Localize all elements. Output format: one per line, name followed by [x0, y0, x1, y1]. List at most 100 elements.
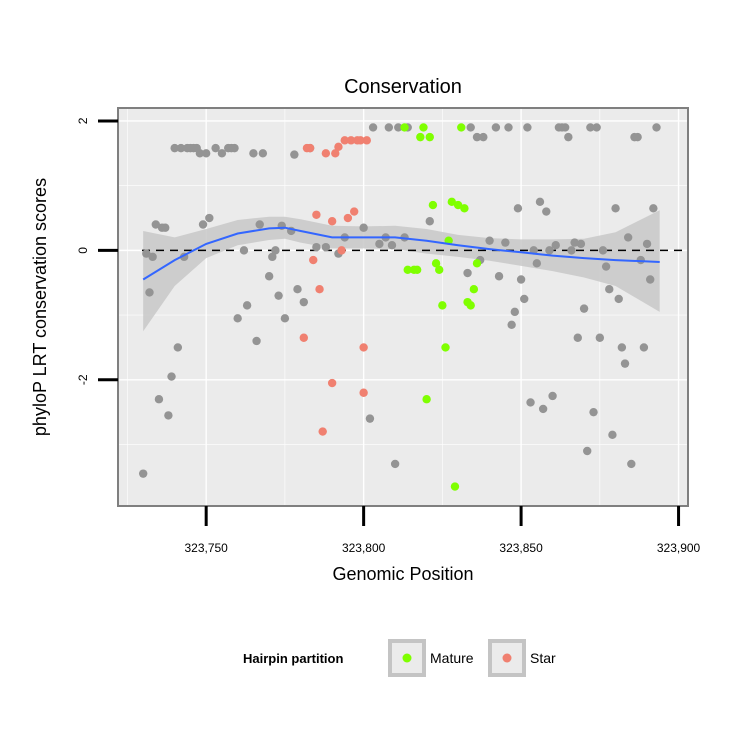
data-point-mature: [450, 482, 460, 491]
data-point-star: [359, 388, 368, 397]
data-point-other: [592, 123, 601, 132]
data-point-other: [230, 143, 239, 153]
plot-panel: [117, 107, 689, 507]
data-point-star: [312, 210, 321, 219]
data-point-mature: [466, 301, 475, 310]
data-point-other: [249, 149, 258, 158]
data-point-other: [573, 333, 582, 342]
confidence-band-layer: [143, 210, 660, 332]
data-point-mature: [400, 123, 409, 132]
data-point-other: [576, 239, 586, 249]
data-point-mature: [469, 285, 479, 294]
data-point-star: [331, 149, 340, 158]
data-point-other: [564, 132, 573, 142]
data-point-other: [504, 123, 513, 132]
data-point-other: [173, 343, 183, 352]
smooth-curve-layer: [142, 226, 660, 281]
y-tick-label: -2: [76, 374, 90, 385]
data-point-mature: [416, 132, 425, 142]
data-point-mature: [425, 132, 434, 142]
legend-label-star: Star: [530, 650, 556, 666]
data-point-other: [252, 336, 261, 346]
data-point-other: [472, 132, 482, 142]
data-point-other: [463, 268, 472, 278]
data-point-other: [570, 238, 579, 247]
data-point-star: [359, 343, 368, 352]
data-point-other: [611, 204, 620, 213]
data-point-mature: [428, 200, 438, 210]
data-point-other: [617, 343, 627, 352]
data-point-other: [201, 149, 211, 158]
data-point-other: [170, 143, 179, 153]
data-point-other: [239, 246, 249, 255]
data-point-other: [268, 252, 277, 262]
data-point-other: [608, 430, 617, 440]
data-point-other: [494, 272, 504, 281]
data-point-other: [274, 291, 283, 300]
data-point-other: [542, 207, 551, 216]
data-point-other: [255, 220, 264, 229]
data-point-mature: [412, 265, 422, 274]
legend: Hairpin partition Mature Star: [243, 639, 556, 677]
data-point-other: [526, 398, 535, 407]
data-point-other: [649, 204, 658, 213]
data-point-mature: [453, 200, 463, 210]
data-point-other: [614, 294, 623, 304]
data-point-other: [151, 220, 160, 229]
data-point-other: [535, 197, 545, 207]
data-point-mature: [472, 259, 482, 268]
series-star: [299, 136, 371, 436]
data-point-other: [532, 259, 542, 268]
x-axis-title: Genomic Position: [332, 564, 473, 584]
smooth-curve: [142, 226, 660, 281]
x-tick-label: 323,900: [657, 541, 701, 555]
data-point-other: [390, 459, 400, 469]
data-point-other: [510, 307, 519, 317]
data-point-other: [652, 123, 661, 132]
data-point-mature: [422, 395, 431, 404]
data-point-other: [375, 239, 384, 249]
data-point-other: [589, 407, 598, 417]
data-point-other: [148, 252, 157, 262]
data-point-mature: [431, 259, 441, 268]
y-tick-label: 0: [76, 247, 90, 254]
data-point-other: [205, 213, 214, 223]
data-point-other: [264, 272, 274, 281]
data-point-other: [359, 223, 368, 232]
data-point-other: [513, 204, 523, 213]
legend-entry-mature: Mature: [388, 639, 474, 677]
plot-panel-border: [117, 107, 689, 507]
data-point-other: [233, 314, 242, 323]
x-tick-label: 323,850: [499, 541, 543, 555]
series-mature: [400, 123, 482, 491]
legend-label-mature: Mature: [430, 650, 474, 666]
data-point-other: [242, 301, 252, 310]
data-point-other: [548, 391, 557, 401]
data-point-other: [516, 275, 526, 284]
data-point-other: [384, 123, 394, 132]
data-point-star: [349, 207, 359, 216]
data-point-other: [627, 459, 636, 469]
x-tick-label: 323,750: [184, 541, 228, 555]
data-point-other: [633, 132, 642, 142]
data-point-other: [145, 288, 154, 297]
data-point-star: [346, 136, 356, 145]
data-point-other: [639, 343, 649, 352]
data-point-star: [356, 136, 365, 145]
x-axis: 323,750 323,800 323,850 323,900: [184, 506, 701, 555]
data-point-other: [583, 446, 592, 456]
data-point-star: [334, 142, 343, 152]
data-point-other: [258, 149, 268, 158]
data-point-star: [321, 149, 331, 158]
data-point-other: [321, 242, 331, 252]
data-point-other: [479, 132, 488, 142]
data-point-other: [164, 411, 173, 420]
data-point-other: [394, 123, 403, 132]
data-point-star: [309, 255, 318, 265]
data-point-other: [642, 239, 652, 249]
data-point-other: [523, 123, 532, 132]
data-point-other: [176, 143, 186, 153]
data-point-other: [538, 404, 548, 414]
data-point-other: [198, 220, 208, 229]
data-point-other: [271, 246, 280, 255]
